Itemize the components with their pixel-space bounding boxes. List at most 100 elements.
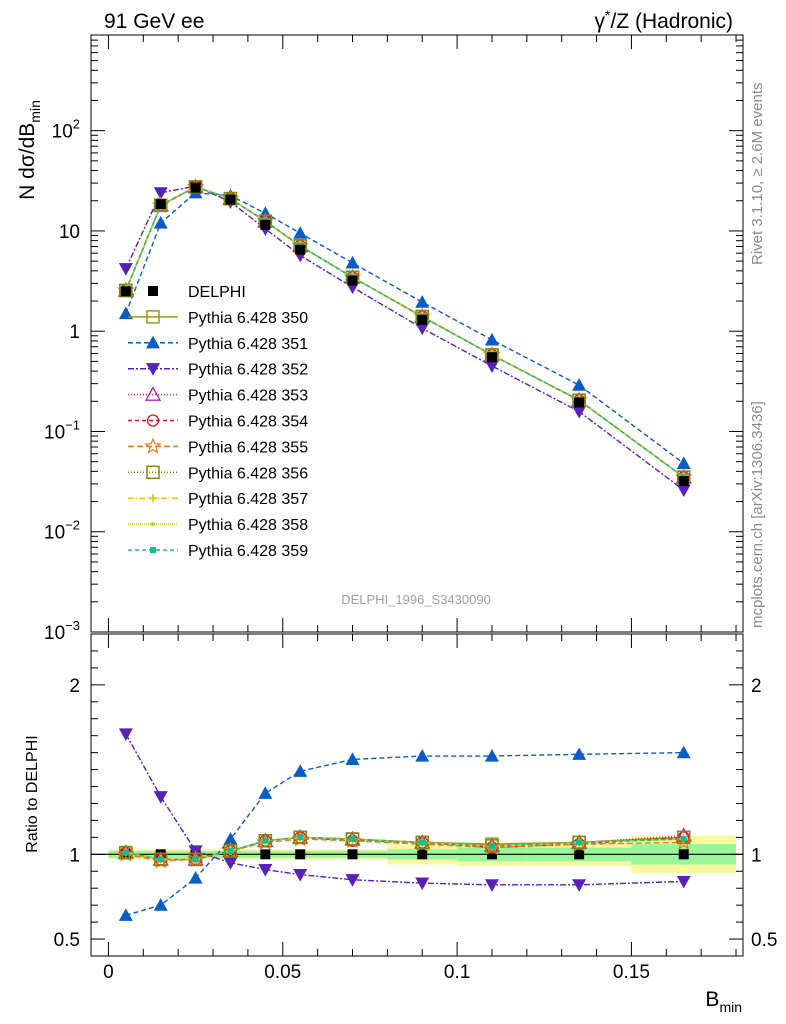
main-point-data (295, 244, 306, 255)
main-line-p358 (125, 186, 685, 478)
legend-entry-p356: Pythia 6.428 356 (128, 465, 308, 482)
main-point-p352 (118, 263, 133, 276)
legend-marker-p358 (151, 522, 155, 527)
legend-entry-p353: Pythia 6.428 353 (128, 386, 308, 405)
main-y-tick-label: 10−3 (44, 618, 80, 644)
main-point-p351 (293, 226, 308, 239)
main-point-data (190, 182, 201, 193)
main-point-p352 (484, 360, 499, 373)
ratio-point-p352 (258, 863, 273, 877)
ratio-series-p352 (118, 728, 691, 892)
legend-entry-p354: Pythia 6.428 354 (128, 414, 308, 431)
main-line-p354 (125, 186, 685, 478)
main-y-ticks: 102 10 1 10−1 10−2 10−3 (44, 34, 743, 644)
main-y-label-sub: min (27, 100, 43, 123)
main-point-p352 (415, 322, 430, 336)
ratio-y-tick-label: 2 (69, 676, 80, 697)
ratio-point-p359 (262, 837, 269, 844)
main-point-data (155, 199, 166, 210)
ratio-point-p359 (227, 847, 234, 854)
main-point-data (574, 397, 585, 408)
main-point-p351 (118, 306, 133, 320)
x-label-main: B (705, 988, 719, 1011)
ratio-point-data (486, 849, 497, 860)
legend-marker-p352 (146, 363, 160, 376)
legend-label-p356: Pythia 6.428 356 (188, 465, 308, 482)
main-point-data (678, 476, 689, 487)
ratio-y-tick-label: 1 (69, 845, 80, 866)
main-point-p352 (676, 484, 691, 498)
ratio-series-p359 (122, 834, 687, 863)
main-point-p352 (153, 187, 168, 200)
main-series-p358 (123, 184, 686, 480)
ratio-y-ticks: 2 2 1 1 0.5 0.5 (54, 650, 777, 951)
watermark: DELPHI_1996_S3430090 (341, 592, 491, 607)
ratio-point-p352 (676, 875, 691, 889)
main-series-data (120, 182, 689, 487)
ratio-point-p359 (157, 856, 164, 863)
legend-marker-p359 (150, 547, 156, 553)
ratio-x-tick-label: 0 (103, 962, 114, 983)
x-label-sub: min (719, 999, 742, 1015)
ratio-point-data (417, 849, 428, 860)
header-right-title: γ*/Z (Hadronic) (595, 7, 733, 33)
main-point-p351 (676, 456, 691, 470)
legend-label-p359: Pythia 6.428 359 (188, 543, 308, 560)
ratio-point-p351 (223, 832, 238, 845)
legend-label-p353: Pythia 6.428 353 (188, 388, 308, 405)
ratio-series-layer (117, 728, 693, 921)
ratio-point-p351 (153, 898, 168, 911)
legend-marker-p353 (144, 386, 162, 401)
ratio-x-tick-label: 0.1 (444, 962, 470, 983)
ratio-point-p352 (345, 874, 360, 887)
legend-entry-p352: Pythia 6.428 352 (128, 362, 308, 379)
legend-label-p352: Pythia 6.428 352 (188, 362, 308, 379)
ratio-x-ticks: 0 0.05 0.1 0.15 (103, 634, 737, 983)
legend-entry-p350: Pythia 6.428 350 (128, 310, 308, 327)
main-series-p350 (119, 180, 691, 484)
main-y-tick-label: 102 (52, 117, 80, 143)
legend-entry-p355: Pythia 6.428 355 (128, 437, 308, 456)
main-x-ticks (107, 35, 737, 632)
main-line-p350 (125, 186, 685, 478)
mcplots-label: mcplots.cern.ch [arXiv:1306.3436] (749, 401, 766, 628)
ratio-series-p351 (118, 745, 691, 921)
ratio-point-p352 (118, 728, 133, 741)
ratio-point-p351 (118, 908, 133, 921)
header-right-sup: * (605, 7, 611, 23)
main-y-axis-label: N dσ/dBmin (16, 100, 43, 200)
legend-entry-p358: Pythia 6.428 358 (128, 517, 308, 534)
ratio-point-p359 (297, 834, 304, 841)
main-y-tick-label: 1 (69, 322, 80, 343)
main-frame (90, 34, 744, 633)
main-series-layer (117, 177, 693, 498)
ratio-point-p359 (488, 842, 495, 849)
main-point-p351 (484, 332, 499, 346)
ratio-point-data (295, 849, 306, 860)
main-series-p357 (121, 182, 688, 482)
ratio-x-tick-label: 0.05 (264, 962, 301, 983)
main-line-p357 (125, 186, 685, 478)
ratio-x-tick-label: 0.15 (613, 962, 650, 983)
main-series-p353 (117, 178, 692, 484)
ratio-point-p351 (676, 745, 691, 759)
legend-marker-p356 (146, 465, 160, 480)
ratio-point-p352 (572, 879, 587, 892)
ratio-point-p356 (223, 844, 238, 858)
ratio-y-tick-label-right: 1 (751, 845, 762, 866)
main-point-p351 (415, 295, 430, 308)
ratio-point-p359 (419, 839, 426, 846)
main-y-tick-label: 10−2 (44, 518, 80, 544)
main-point-data (260, 219, 271, 230)
ratio-frame (90, 633, 744, 957)
main-line-p356 (125, 186, 685, 478)
legend-entry-p359: Pythia 6.428 359 (128, 543, 308, 560)
main-point-data (417, 314, 428, 325)
legend-marker-p351 (146, 335, 160, 349)
legend: DELPHI Pythia 6.428 350 Pythia 6.428 351 Py… (128, 284, 308, 560)
main-y-label-prefix: N dσ/dB (16, 123, 39, 200)
ratio-point-p351 (345, 752, 360, 766)
legend-marker-p355 (144, 437, 162, 454)
